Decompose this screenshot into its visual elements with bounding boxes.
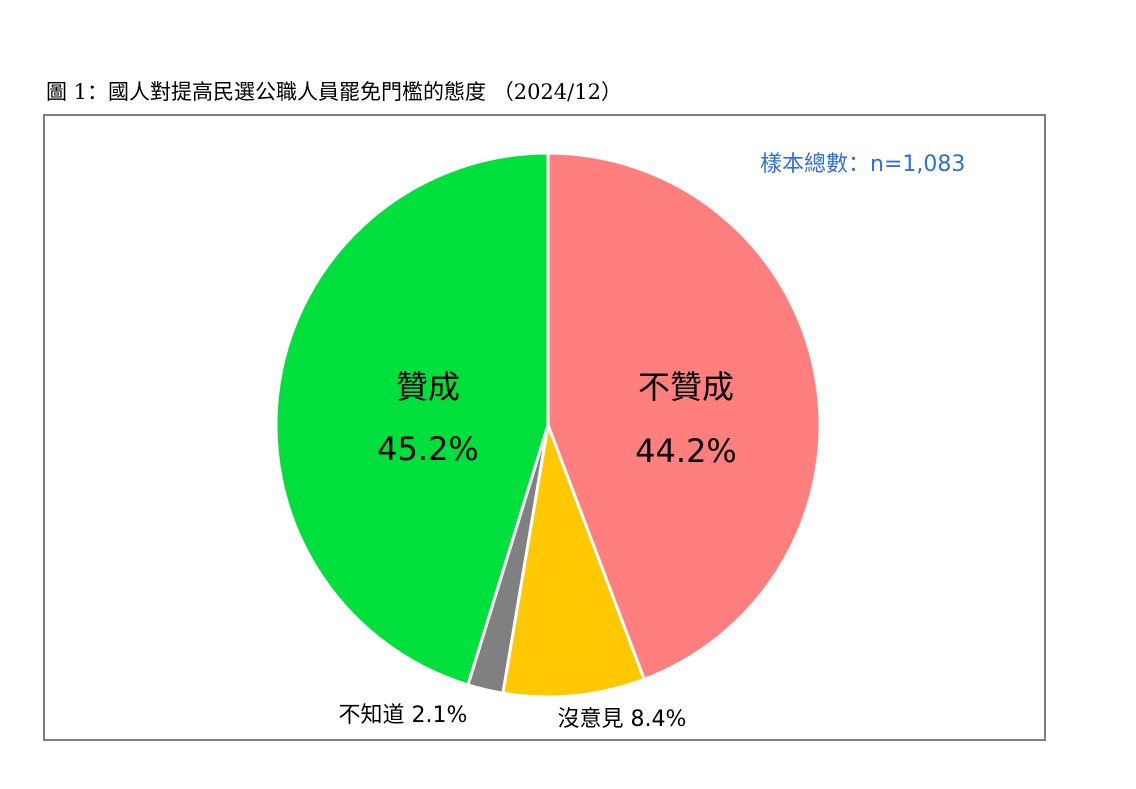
slice-label-no-opinion: 沒意見 8.4% bbox=[558, 707, 687, 732]
slice-value-agree: 45.2% bbox=[377, 430, 479, 468]
slice-label-agree: 贊成 bbox=[396, 368, 460, 406]
pie-slices bbox=[274, 151, 822, 699]
pie-labels: 不贊成 44.2% 沒意見 8.4% 不知道 2.1% 贊成 45.2% bbox=[339, 368, 737, 732]
figure-caption: 圖 1：國人對提高民選公職人員罷免門檻的態度 （2024/12） bbox=[46, 80, 622, 104]
sample-size-note: 樣本總數：n=1,083 bbox=[760, 152, 966, 177]
slice-label-dont-know: 不知道 2.1% bbox=[339, 703, 468, 728]
pie-slice-agree bbox=[274, 151, 550, 687]
pie-slice-disagree bbox=[546, 151, 822, 681]
slice-label-disagree: 不贊成 bbox=[638, 368, 734, 406]
pie-slice-no-opinion bbox=[501, 423, 646, 699]
slice-value-disagree: 44.2% bbox=[635, 432, 737, 470]
chart-frame bbox=[43, 114, 1046, 741]
